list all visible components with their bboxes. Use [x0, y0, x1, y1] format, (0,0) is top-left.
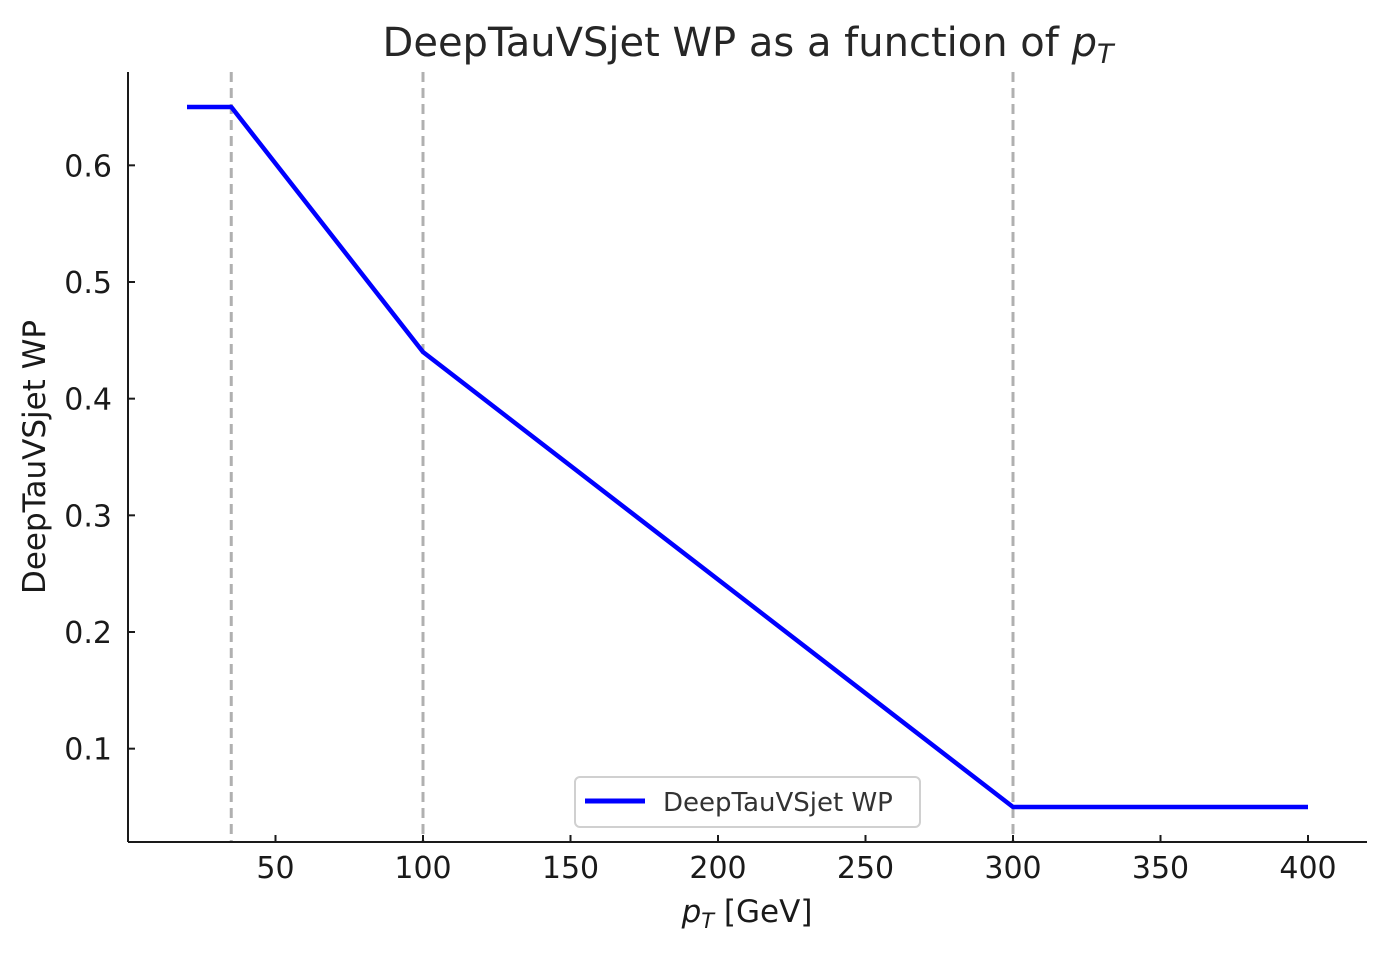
- series-layer: [187, 104, 1308, 810]
- legend: DeepTauVSjet WP: [574, 776, 921, 828]
- legend-box: [574, 776, 921, 828]
- ticks: 50 100 150 200 250 300 350 400 0.1 0.2 0.3 0.4 0.5 0.…: [64, 149, 1336, 886]
- y-tick-label-0.5: 0.5: [64, 266, 112, 301]
- x-tick-label-100: 100: [394, 851, 451, 886]
- x-tick-label-400: 400: [1279, 851, 1336, 886]
- y-axis-label: DeepTauVSjet WP: [17, 320, 53, 594]
- legend-label: DeepTauVSjet WP: [663, 788, 893, 818]
- reference-lines: [229, 72, 1015, 842]
- y-tick-label-0.3: 0.3: [64, 499, 112, 534]
- chart-title: DeepTauVSjet WP as a function of pT: [383, 20, 1116, 70]
- y-tick-label-0.1: 0.1: [64, 733, 112, 768]
- x-axis-label: pT [GeV]: [681, 894, 813, 933]
- x-tick-label-350: 350: [1132, 851, 1189, 886]
- x-tick-label-150: 150: [542, 851, 599, 886]
- x-tick-label-300: 300: [984, 851, 1041, 886]
- series-line-0: [187, 104, 1308, 810]
- y-tick-label-0.2: 0.2: [64, 616, 112, 651]
- y-tick-label-0.6: 0.6: [64, 149, 112, 184]
- x-tick-label-250: 250: [837, 851, 894, 886]
- x-tick-label-200: 200: [689, 851, 746, 886]
- axes: [127, 72, 1367, 843]
- y-tick-label-0.4: 0.4: [64, 383, 112, 418]
- x-tick-label-50: 50: [256, 851, 294, 886]
